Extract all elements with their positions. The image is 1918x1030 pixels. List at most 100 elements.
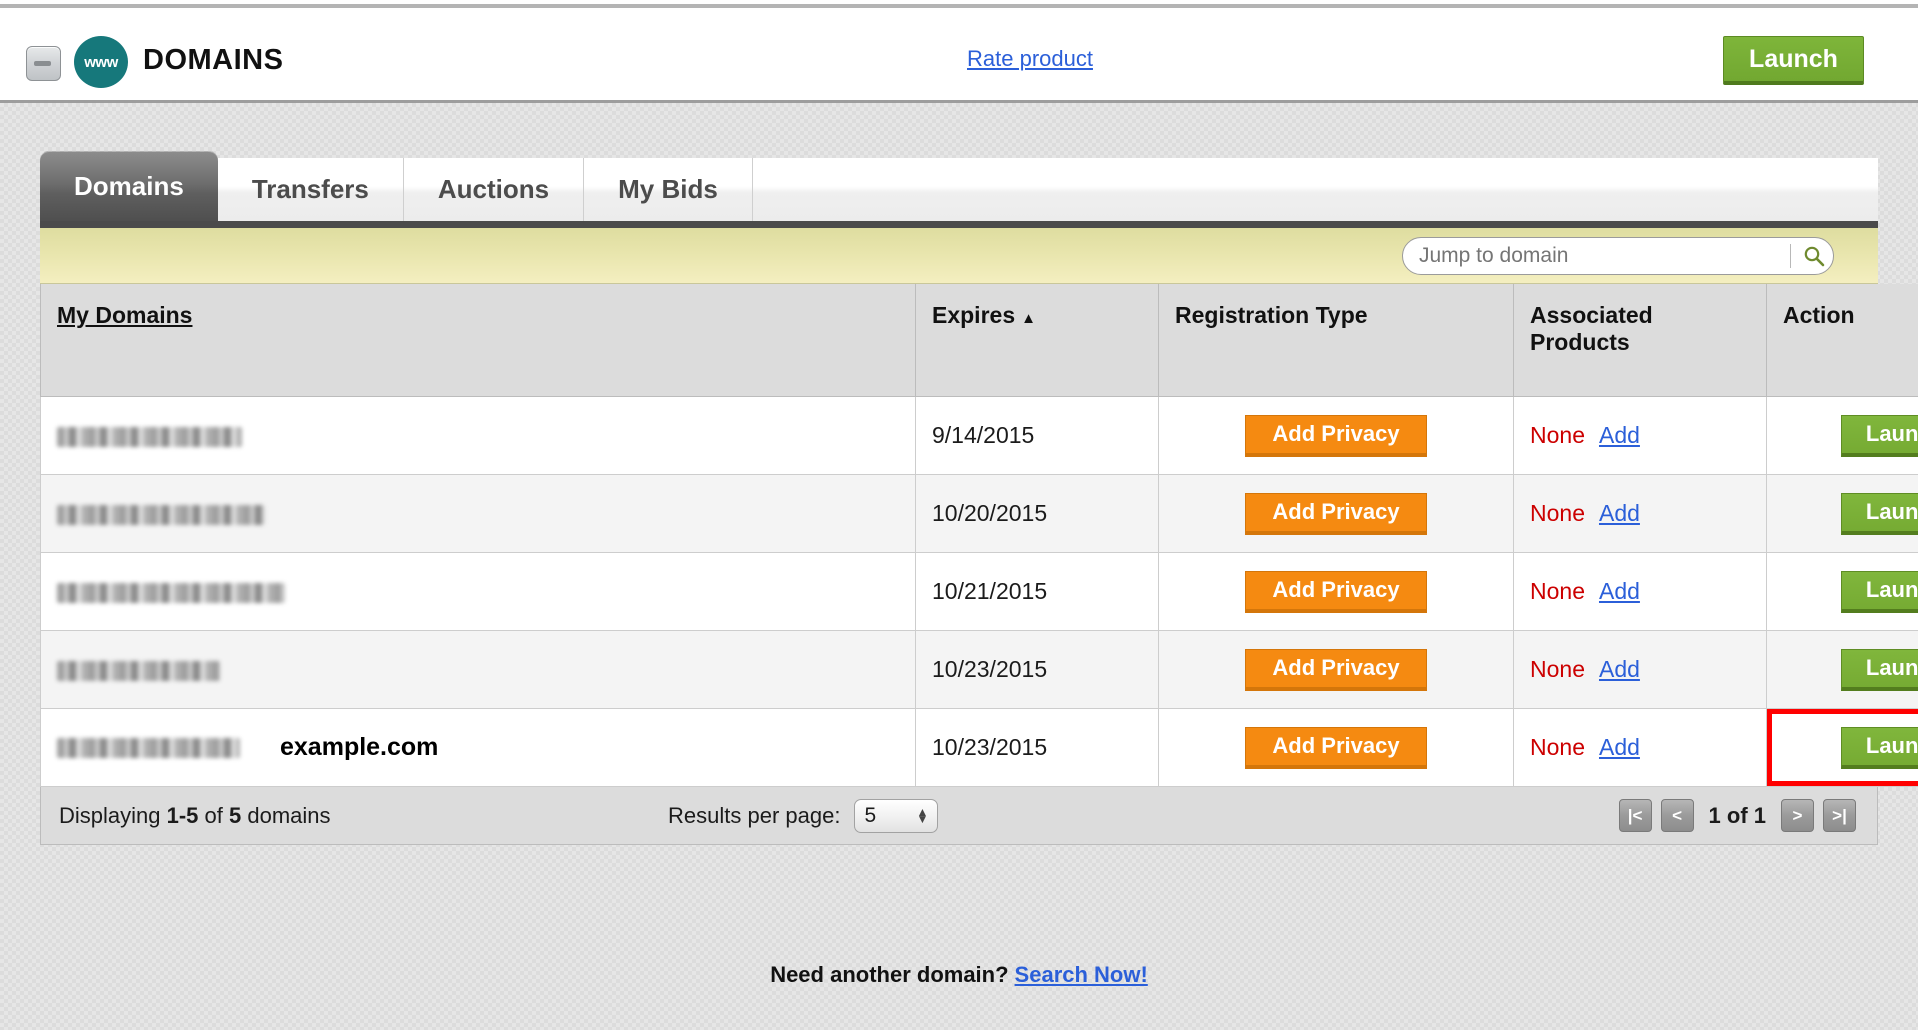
promo-text: Need another domain?: [770, 962, 1009, 987]
masked-domain-name: [57, 504, 265, 525]
tab-bar-filler: [752, 158, 1878, 221]
displaying-suffix: domains: [241, 802, 331, 828]
cell-registration-type: Add Privacy: [1158, 630, 1514, 709]
column-header-action-label: Action: [1783, 302, 1855, 328]
cell-action-highlighted: Launch: [1766, 708, 1918, 787]
cell-associated-products: None Add: [1513, 708, 1767, 787]
cell-domain-name[interactable]: [40, 396, 916, 475]
app-header: www DOMAINS Rate product Launch: [0, 4, 1918, 100]
add-privacy-button[interactable]: Add Privacy: [1245, 726, 1427, 769]
masked-domain-name: [57, 737, 240, 758]
cell-action: Launch: [1766, 396, 1918, 475]
row-launch-button[interactable]: Launch: [1841, 414, 1918, 457]
column-header-registration-type[interactable]: Registration Type: [1158, 284, 1514, 397]
add-associated-product-link[interactable]: Add: [1598, 500, 1640, 526]
associated-products-value: None: [1530, 734, 1585, 760]
tab-transfers[interactable]: Transfers: [217, 158, 404, 221]
add-associated-product-link[interactable]: Add: [1598, 422, 1640, 448]
cell-domain-name[interactable]: [40, 630, 916, 709]
column-header-domain-label[interactable]: My Domains: [57, 302, 193, 328]
cell-registration-type: Add Privacy: [1158, 396, 1514, 475]
cell-action: Launch: [1766, 630, 1918, 709]
displaying-count: Displaying 1-5 of 5 domains: [59, 803, 331, 829]
displaying-mid: of: [198, 802, 229, 828]
cell-expires: 10/23/2015: [915, 708, 1159, 787]
add-associated-product-link[interactable]: Add: [1598, 578, 1640, 604]
stepper-arrows-icon: ▲ ▼: [916, 804, 929, 826]
need-another-domain-promo: Need another domain? Search Now!: [0, 962, 1918, 988]
add-associated-product-link[interactable]: Add: [1598, 734, 1640, 760]
pagination-controls: |< < 1 of 1 > >|: [1618, 799, 1856, 832]
rate-product-link[interactable]: Rate product: [967, 46, 1093, 71]
cell-associated-products: None Add: [1513, 474, 1767, 553]
row-launch-button[interactable]: Launch: [1841, 492, 1918, 535]
cell-registration-type: Add Privacy: [1158, 552, 1514, 631]
table-footer: Displaying 1-5 of 5 domains Results per …: [40, 787, 1878, 845]
results-per-page-label: Results per page:: [668, 802, 841, 828]
tab-transfers-label: Transfers: [251, 174, 369, 204]
column-header-expires-label: Expires: [932, 302, 1016, 328]
column-header-associated-products[interactable]: Associated Products: [1513, 284, 1767, 397]
cell-domain-name[interactable]: [40, 474, 916, 553]
cell-action: Launch: [1766, 552, 1918, 631]
cell-registration-type: Add Privacy: [1158, 474, 1514, 553]
tab-auctions[interactable]: Auctions: [403, 158, 585, 221]
search-icon[interactable]: [1799, 241, 1829, 271]
search-input[interactable]: [1417, 242, 1782, 269]
cell-expires: 10/21/2015: [915, 552, 1159, 631]
column-header-domain[interactable]: My Domains: [40, 284, 916, 397]
add-associated-product-link[interactable]: Add: [1598, 656, 1640, 682]
page-title: DOMAINS: [143, 44, 284, 76]
results-per-page-select[interactable]: 5 ▲ ▼: [854, 798, 939, 833]
first-page-button[interactable]: |<: [1618, 799, 1652, 832]
previous-page-button[interactable]: <: [1660, 799, 1694, 832]
last-page-button[interactable]: >|: [1823, 799, 1856, 832]
column-header-expires[interactable]: Expires ▲: [915, 284, 1159, 397]
table-row: 10/20/2015 Add Privacy None Add Launch: [40, 474, 1918, 553]
cell-expires: 10/23/2015: [915, 630, 1159, 709]
domains-panel: My Domains Expires ▲ Registration Type As…: [40, 221, 1918, 845]
sort-ascending-icon: ▲: [1021, 310, 1036, 327]
table-body: 9/14/2015 Add Privacy None Add Launch: [40, 396, 1918, 787]
cell-registration-type: Add Privacy: [1158, 708, 1514, 787]
displaying-prefix: Displaying: [59, 802, 167, 828]
cell-domain-name[interactable]: example.com: [40, 708, 916, 787]
table-row: 10/23/2015 Add Privacy None Add Launch: [40, 630, 1918, 709]
tab-domains[interactable]: Domains: [40, 152, 218, 221]
jump-to-domain-searchbox[interactable]: [1402, 236, 1834, 275]
results-per-page-value: 5: [864, 803, 877, 827]
next-page-button[interactable]: >: [1781, 799, 1814, 832]
masked-domain-name: [57, 426, 242, 447]
displaying-range: 1-5: [166, 802, 199, 828]
row-launch-button[interactable]: Launch: [1841, 570, 1918, 613]
tab-my-bids[interactable]: My Bids: [584, 158, 753, 221]
associated-products-value: None: [1530, 578, 1585, 604]
cell-associated-products: None Add: [1513, 552, 1767, 631]
cell-associated-products: None Add: [1513, 396, 1767, 475]
add-privacy-button[interactable]: Add Privacy: [1245, 648, 1427, 691]
domains-table: My Domains Expires ▲ Registration Type As…: [40, 284, 1918, 787]
cell-expires: 9/14/2015: [915, 396, 1159, 475]
search-band: [40, 228, 1878, 284]
add-privacy-button[interactable]: Add Privacy: [1245, 414, 1427, 457]
row-launch-button-highlighted[interactable]: Launch: [1841, 726, 1918, 769]
www-logo-icon: www: [74, 36, 128, 88]
column-header-action: Action: [1766, 284, 1918, 397]
table-header: My Domains Expires ▲ Registration Type As…: [40, 284, 1918, 397]
row-launch-button[interactable]: Launch: [1841, 648, 1918, 691]
tab-my-bids-label: My Bids: [618, 174, 718, 204]
column-header-associated-products-label: Associated Products: [1530, 302, 1653, 355]
search-divider: [1790, 243, 1791, 268]
minus-icon[interactable]: [26, 46, 61, 81]
associated-products-value: None: [1530, 422, 1585, 448]
masked-domain-name: [57, 660, 220, 681]
tab-auctions-label: Auctions: [437, 174, 550, 204]
domain-annotation-label: example.com: [280, 733, 439, 762]
header-launch-button[interactable]: Launch: [1723, 36, 1864, 85]
add-privacy-button[interactable]: Add Privacy: [1245, 492, 1427, 535]
associated-products-value: None: [1530, 500, 1585, 526]
cell-domain-name[interactable]: [40, 552, 916, 631]
search-now-link[interactable]: Search Now!: [1014, 962, 1148, 987]
add-privacy-button[interactable]: Add Privacy: [1245, 570, 1427, 613]
